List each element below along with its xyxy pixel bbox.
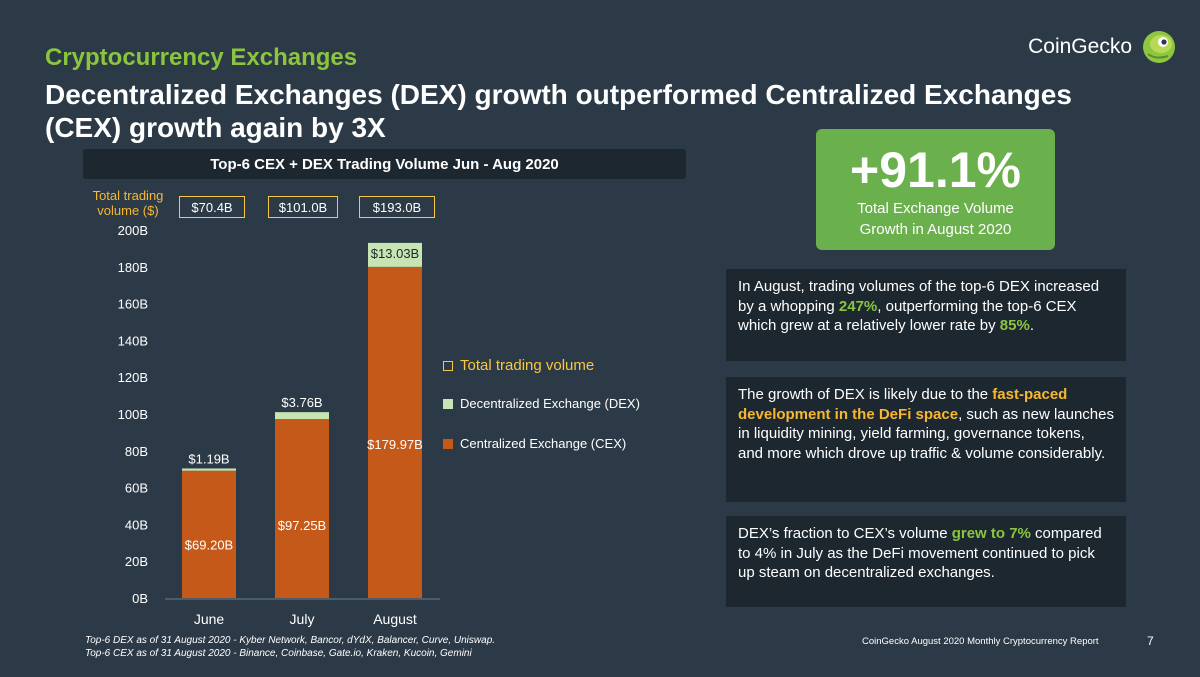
bar-cex [182,470,236,598]
kpi-card: +91.1% Total Exchange Volume Growth in A… [816,129,1055,250]
y-tick-label: 160B [118,297,148,312]
y-tick-label: 140B [118,333,148,348]
data-label-dex: $3.76B [281,395,322,410]
kpi-label-line2: Growth in August 2020 [859,221,1012,238]
note1-text2: , outperforming the top-6 CEX which grew… [738,297,1077,335]
legend-dex-swatch [443,398,453,409]
kpi-value: +91.1% [850,142,1021,198]
brand-name: CoinGecko [1028,35,1132,58]
note1-highlight-dex: 247% [838,297,878,315]
note1-text3: . [1029,317,1034,334]
report-name: CoinGecko August 2020 Monthly Cryptocurr… [862,636,1099,647]
y-tick-label: 80B [125,444,148,459]
x-tick-label: June [194,611,225,627]
data-label-dex: $13.03B [371,246,419,261]
footnote: Top-6 DEX as of 31 August 2020 - Kyber N… [85,634,495,660]
legend-dex-label: Decentralized Exchange (DEX) [460,396,640,411]
page-title: Decentralized Exchanges (DEX) growth out… [45,79,1072,143]
brand-logo: CoinGecko [1028,30,1176,64]
y-tick-label: 20B [125,554,148,569]
data-label-cex: $97.25B [278,518,326,533]
y-tick-label: 120B [118,370,148,385]
bar-dex [275,412,329,420]
legend-cex-swatch [443,438,453,449]
bar-dex [182,468,236,471]
legend-dex: Decentralized Exchange (DEX) [443,396,640,411]
note3-text2: compared to 4% in July as the DeFi movem… [738,525,1102,581]
y-tick-label: 200B [118,223,148,238]
y-tick-label: 60B [125,481,148,496]
legend-cex-label: Centralized Exchange (CEX) [460,436,627,451]
bar-dex [368,242,422,267]
note2-text2: , such as new launches in liquidity mini… [738,405,1114,462]
total-box-july: $101.0B [268,196,338,218]
stacked-bar-chart: 0B 20B 40B 60B 80B 100B 120B 140B 160B 180B 200B $6… [118,223,440,627]
note2-text1: The growth of DEX is likely due to the [738,386,993,403]
data-label-dex: $1.19B [188,451,229,466]
total-box-june: $70.4B [179,196,245,218]
bar-cex [275,419,329,598]
bar-cex [368,266,422,598]
legend-cex: Centralized Exchange (CEX) [443,436,626,451]
footnote-cex: Top-6 CEX as of 31 August 2020 - Binance… [85,648,472,659]
kpi-label-line1: Total Exchange Volume [857,200,1014,217]
y-tick-label: 180B [118,260,148,275]
legend-total-label: Total trading volume [460,357,595,374]
note2-highlight: fast-paced development in the DeFi space [738,386,1068,423]
data-label-cex: $69.20B [185,538,233,553]
legend-total: Total trading volume [443,357,594,374]
note3-text1: DEX’s fraction to CEX’s volume [738,525,952,542]
note-defi-reason: The growth of DEX is likely due to the f… [726,377,1126,502]
total-box-august: $193.0B [359,196,435,218]
note1-text1: In August, trading volumes of the top-6 … [738,278,1100,315]
gecko-logo-icon [1143,31,1175,63]
x-tick-label: August [373,611,417,627]
note-dex-fraction: DEX’s fraction to CEX’s volume grew to 7… [726,516,1126,607]
note3-highlight: grew to 7% [951,525,1031,542]
chart-title: Top-6 CEX + DEX Trading Volume Jun - Aug… [83,149,686,179]
x-tick-label: July [290,611,315,627]
y-tick-label: 100B [118,407,148,422]
y-tick-label: 40B [125,517,148,532]
footnote-dex: Top-6 DEX as of 31 August 2020 - Kyber N… [85,635,496,646]
page-number: 7 [1147,634,1154,648]
legend-total-swatch [443,360,453,371]
section-kicker: Cryptocurrency Exchanges [45,44,358,71]
data-label-cex: $179.97B [367,437,423,452]
y-tick-label: 0B [132,591,148,606]
note-dex-growth: In August, trading volumes of the top-6 … [726,269,1126,361]
total-volume-label: Total trading volume ($) [92,188,164,218]
note1-highlight-cex: 85% [999,317,1030,334]
